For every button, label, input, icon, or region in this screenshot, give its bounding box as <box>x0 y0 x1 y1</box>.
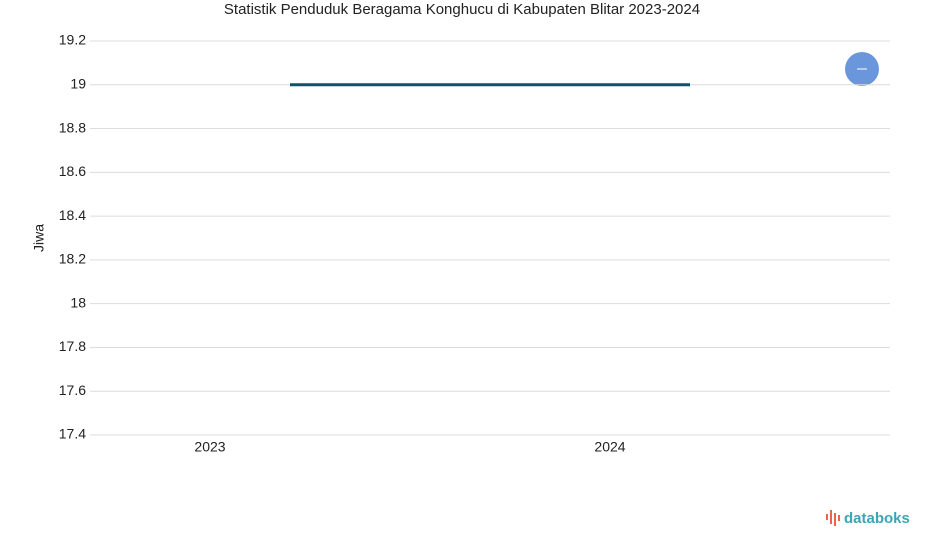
legend-button[interactable] <box>845 52 879 86</box>
x-tick-label: 2023 <box>194 439 225 455</box>
y-tick-label: 18.6 <box>59 163 86 179</box>
brand-text: databoks <box>844 510 910 527</box>
logo-bar <box>826 514 828 520</box>
y-tick-label: 18.4 <box>59 207 86 223</box>
y-tick-label: 18.8 <box>59 119 86 135</box>
logo-bar <box>830 510 832 524</box>
x-tick-label: 2024 <box>594 439 625 455</box>
y-tick-label: 19.2 <box>59 32 86 48</box>
y-tick-label: 17.4 <box>59 426 86 442</box>
y-tick-label: 19 <box>70 75 86 91</box>
logo-bar <box>834 513 836 526</box>
brand-logo: databoks <box>826 510 910 527</box>
y-axis-label: Jiwa <box>31 224 47 252</box>
y-tick-label: 17.8 <box>59 338 86 354</box>
y-tick-label: 18.2 <box>59 251 86 267</box>
chart-title: Statistik Penduduk Beragama Konghucu di … <box>224 1 700 18</box>
y-tick-label: 18 <box>70 294 86 310</box>
logo-bar <box>838 515 840 521</box>
y-tick-label: 17.6 <box>59 382 86 398</box>
